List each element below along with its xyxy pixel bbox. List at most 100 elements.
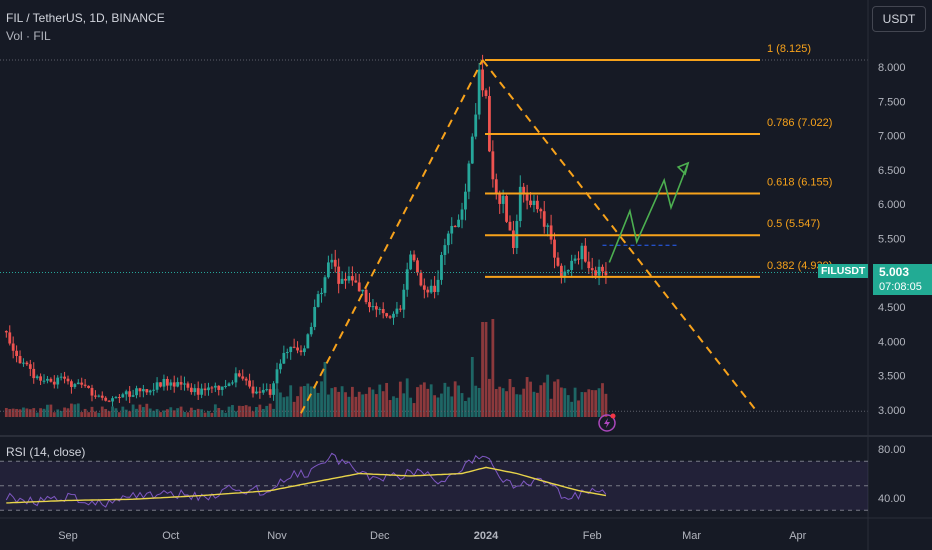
fib-level-label: 0.618 (6.155) <box>767 177 832 189</box>
candle-body <box>94 395 97 397</box>
candle-body <box>248 380 251 387</box>
volume-bar <box>477 387 481 417</box>
volume-bar <box>100 406 104 417</box>
candle-body <box>368 302 371 308</box>
volume-bar <box>412 403 416 417</box>
volume-bar <box>299 386 303 417</box>
volume-bar <box>282 397 286 417</box>
volume-bar <box>70 403 73 417</box>
volume-bar <box>4 407 8 417</box>
candle-body <box>587 261 591 269</box>
current-price-box: 5.003 07:08:05 <box>873 264 932 295</box>
candle-body <box>426 289 430 293</box>
candle-body <box>213 385 217 388</box>
volume-bar <box>443 382 447 417</box>
fib-level-label: 1 (8.125) <box>767 43 811 55</box>
candle-body <box>323 277 327 293</box>
axis-labels: 3.0003.5004.0004.5005.0005.5006.0006.500… <box>58 62 905 542</box>
candle-body <box>8 332 12 344</box>
volume-bar <box>39 408 42 417</box>
candle-body <box>532 200 536 206</box>
candle-body <box>546 225 550 227</box>
volume-bar <box>135 408 138 417</box>
candle-body <box>597 266 601 276</box>
candle-body <box>138 388 142 392</box>
volume-bar <box>183 412 186 417</box>
volume-bar <box>203 412 207 417</box>
candle-body <box>316 294 320 307</box>
volume-legend[interactable]: Vol · FIL <box>6 29 51 43</box>
volume-bar <box>200 409 204 417</box>
volume-bar <box>104 408 108 417</box>
volume-bar <box>217 408 221 417</box>
candle-body <box>306 334 310 349</box>
candle-body <box>364 289 368 303</box>
candle-body <box>378 309 382 311</box>
volume-bar <box>42 408 46 417</box>
volume-bar <box>186 412 190 417</box>
price-tick-label: 8.000 <box>878 62 906 74</box>
volume-bar <box>512 387 515 417</box>
volume-bar <box>518 394 522 417</box>
candle-body <box>90 387 94 396</box>
candle-body <box>135 388 138 396</box>
rsi-ma-line <box>6 466 607 504</box>
candle-body <box>460 209 464 220</box>
price-tick-label: 3.000 <box>878 405 906 417</box>
price-tick-label: 5.500 <box>878 233 906 245</box>
volume-bar <box>265 405 269 417</box>
volume-bar <box>275 388 279 417</box>
volume-bar <box>563 388 567 417</box>
candle-body <box>453 225 457 228</box>
volume-bar <box>193 409 197 417</box>
volume-bar <box>539 385 543 417</box>
candle-body <box>141 389 145 392</box>
price-candles <box>4 54 608 407</box>
candle-body <box>203 388 207 391</box>
candle-body <box>498 193 502 204</box>
volume-bar <box>385 382 389 417</box>
volume-bar <box>172 410 176 417</box>
fib-trend-line <box>300 59 484 414</box>
candle-body <box>381 309 385 314</box>
time-tick-label: Dec <box>370 530 390 542</box>
volume-bar <box>515 394 519 417</box>
volume-bar <box>237 405 241 417</box>
rsi-legend[interactable]: RSI (14, close) <box>6 445 86 459</box>
volume-bar <box>577 400 580 417</box>
volume-bar <box>114 408 118 417</box>
candle-body <box>39 376 42 381</box>
symbol-price-tag: FILUSDT <box>818 264 869 278</box>
volume-bar <box>357 391 361 417</box>
candle-body <box>244 378 248 381</box>
volume-bar <box>15 408 19 417</box>
volume-bar <box>337 391 341 417</box>
volume-bar <box>179 406 183 417</box>
candle-body <box>63 376 66 379</box>
symbol-title[interactable]: FIL / TetherUS, 1D, BINANCE <box>6 11 165 25</box>
volume-bar <box>35 412 39 417</box>
candle-body <box>265 389 269 391</box>
fibonacci-levels: 1 (8.125) 0.786 (7.022) 0.618 (6.155) 0.5 (… <box>0 43 868 412</box>
candle-body <box>80 382 84 385</box>
volume-bar <box>296 396 299 417</box>
candle-body <box>563 271 567 278</box>
candle-body <box>227 383 231 386</box>
candle-body <box>512 230 515 248</box>
volume-bar <box>573 387 577 417</box>
candle-body <box>433 285 437 292</box>
volume-bar <box>535 392 539 417</box>
currency-button[interactable]: USDT <box>872 6 926 32</box>
candle-body <box>422 285 426 290</box>
volume-bar <box>94 411 97 417</box>
candle-body <box>237 373 241 377</box>
candle-body <box>70 381 73 387</box>
volume-bar <box>97 412 101 417</box>
fib-trend-line <box>481 59 758 412</box>
volume-bar <box>604 393 608 417</box>
flash-icon[interactable] <box>598 413 616 432</box>
candle-body <box>255 391 258 394</box>
volume-bar <box>251 411 255 417</box>
volume-bar <box>124 409 128 417</box>
volume-bar <box>155 409 159 417</box>
